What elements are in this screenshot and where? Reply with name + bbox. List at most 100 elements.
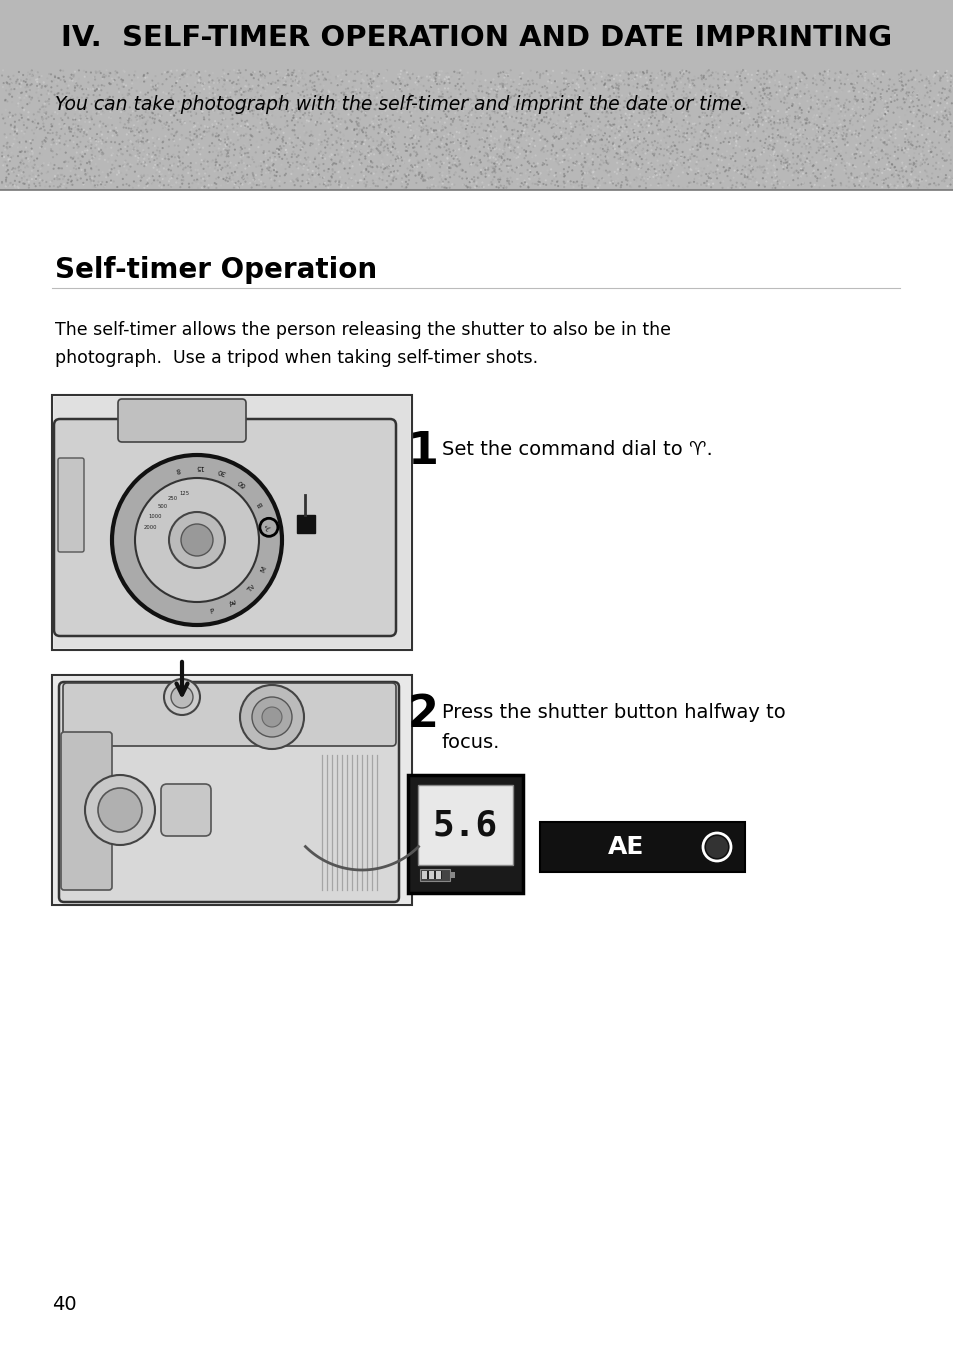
Point <box>619 174 635 196</box>
Point <box>908 136 923 158</box>
Point <box>909 131 924 153</box>
Point <box>68 155 83 177</box>
Point <box>533 139 548 161</box>
Point <box>348 135 363 157</box>
Point <box>183 65 198 86</box>
Point <box>510 173 525 194</box>
Point <box>493 132 508 154</box>
Point <box>643 122 659 143</box>
Point <box>195 177 211 198</box>
Point <box>903 92 919 113</box>
Point <box>669 139 684 161</box>
Point <box>943 153 953 174</box>
Point <box>561 104 577 126</box>
Point <box>765 138 781 159</box>
Point <box>752 130 767 151</box>
Point <box>593 150 608 171</box>
Point <box>80 107 95 128</box>
Point <box>2 142 17 163</box>
Point <box>289 100 304 122</box>
Point <box>626 119 641 140</box>
Point <box>677 73 692 95</box>
Point <box>360 99 375 120</box>
Point <box>385 136 400 158</box>
Point <box>935 112 950 134</box>
Point <box>791 124 806 146</box>
Point <box>636 132 651 154</box>
Point <box>16 153 31 174</box>
Point <box>787 95 802 116</box>
Point <box>757 176 772 197</box>
Point <box>58 131 73 153</box>
Point <box>641 166 657 188</box>
Point <box>127 138 142 159</box>
Point <box>832 144 847 166</box>
Point <box>23 74 38 96</box>
Point <box>350 140 365 162</box>
Circle shape <box>252 697 292 737</box>
Point <box>720 65 735 86</box>
Point <box>433 136 448 158</box>
Point <box>630 140 645 162</box>
Point <box>775 158 790 180</box>
Point <box>928 108 943 130</box>
Point <box>164 112 179 134</box>
Point <box>233 136 248 158</box>
Point <box>633 169 648 190</box>
Point <box>799 147 814 169</box>
Point <box>753 74 768 96</box>
Point <box>642 65 658 86</box>
Point <box>495 74 510 96</box>
Point <box>531 120 546 142</box>
Point <box>39 171 54 193</box>
Point <box>170 146 185 167</box>
Point <box>767 177 782 198</box>
Point <box>501 103 517 124</box>
Point <box>792 153 807 174</box>
Point <box>723 143 739 165</box>
Point <box>412 154 427 176</box>
Point <box>517 162 533 184</box>
Point <box>596 74 611 96</box>
Point <box>131 143 146 165</box>
Point <box>659 153 674 174</box>
Point <box>908 95 923 116</box>
Point <box>825 122 841 143</box>
Point <box>311 143 326 165</box>
Point <box>724 132 740 154</box>
Point <box>712 78 727 100</box>
Point <box>243 124 258 146</box>
Point <box>676 153 691 174</box>
Point <box>935 66 950 88</box>
Point <box>741 154 757 176</box>
Point <box>844 99 860 120</box>
Point <box>225 104 240 126</box>
Point <box>580 69 596 90</box>
Point <box>193 154 209 176</box>
Point <box>415 97 430 119</box>
Point <box>424 76 439 97</box>
Point <box>355 122 371 143</box>
Point <box>664 140 679 162</box>
Point <box>275 126 291 147</box>
Point <box>618 62 633 84</box>
Point <box>648 68 663 89</box>
Point <box>204 132 219 154</box>
Point <box>175 166 191 188</box>
Point <box>218 86 233 108</box>
Point <box>905 142 921 163</box>
Point <box>114 84 130 105</box>
Point <box>852 132 867 154</box>
Point <box>198 161 213 182</box>
Point <box>208 147 223 169</box>
Point <box>514 157 529 178</box>
Point <box>685 171 700 193</box>
Point <box>579 162 595 184</box>
Point <box>813 103 828 124</box>
Point <box>483 151 498 173</box>
Point <box>571 113 586 135</box>
Point <box>340 177 355 198</box>
Point <box>458 166 474 188</box>
Point <box>11 155 27 177</box>
Point <box>254 84 270 105</box>
